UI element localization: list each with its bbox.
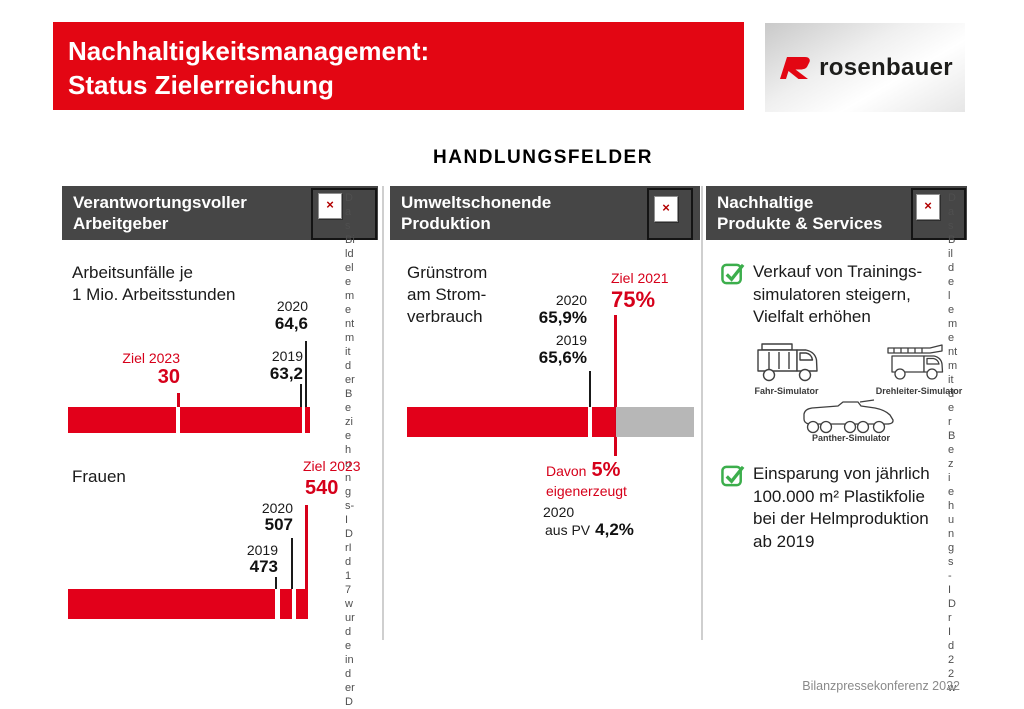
product-item-1-text: Verkauf von Trainings- simulatoren steig… (753, 262, 923, 326)
women-2019-value: 473 (249, 557, 278, 576)
greenpower-davon-row: Davon 5% (546, 460, 620, 481)
greenpower-bar-segment (407, 407, 588, 437)
checkmark-icon (721, 263, 745, 285)
fahr-simulator-label: Fahr-Simulator (754, 386, 819, 396)
greenpower-pv-row: aus PV 4,2% (545, 521, 634, 539)
greenpower-bar-remainder (616, 407, 694, 437)
accidents-2020-marker-line (305, 341, 307, 407)
women-2020-marker-line (291, 538, 293, 589)
fahr-simulator-icon (757, 343, 818, 382)
broken-image-icon-1: × (318, 193, 342, 219)
accidents-target-value: 30 (157, 366, 180, 388)
women-bar-segment (296, 589, 308, 619)
drehleiter-simulator-icon (887, 344, 944, 380)
footer-text: Bilanzpressekonferenz 2022 (802, 679, 960, 693)
accidents-bar-segment (68, 407, 176, 433)
product-item-2-text: Einsparung von jährlich 100.000 m² Plast… (753, 464, 930, 551)
column-divider-1 (382, 186, 384, 640)
accidents-2019-year: 2019 (271, 348, 303, 364)
broken-image-alt-text-right: D a s B il d e l e m e nt m it d e r B e… (948, 192, 958, 694)
greenpower-davon-value: 5% (591, 459, 621, 481)
accidents-bar-segment (305, 407, 310, 433)
women-2020-value: 507 (264, 515, 293, 534)
rosenbauer-logo: rosenbauer (765, 23, 965, 112)
title-banner: Nachhaltigkeitsmanagement: Status Zieler… (53, 22, 744, 110)
broken-image-frame-2 (647, 188, 693, 240)
accidents-2020-value: 64,6 (274, 314, 308, 333)
women-2019-year: 2019 (246, 542, 278, 558)
greenpower-pv-label: aus PV (545, 522, 591, 538)
accidents-target-label: Ziel 2023 (122, 350, 180, 366)
greenpower-2020-value: 65,9% (538, 308, 587, 327)
accidents-2020-year: 2020 (276, 298, 308, 314)
panther-simulator-icon (803, 399, 894, 434)
accidents-target-tick (177, 393, 180, 407)
greenpower-davon-label: Davon (546, 463, 587, 479)
greenpower-target-value: 75% (611, 287, 656, 312)
greenpower-davon-suffix: eigenerzeugt (546, 483, 627, 499)
greenpower-target-line (614, 315, 617, 456)
greenpower-2019-value: 65,6% (538, 348, 587, 367)
greenpower-pv-year: 2020 (543, 504, 575, 520)
title-line-2: Status Zielerreichung (68, 70, 334, 100)
logo-text: rosenbauer (819, 53, 953, 81)
broken-image-icon-2: × (654, 196, 678, 222)
accidents-bar-segment (180, 407, 302, 433)
greenpower-chart-title: Grünstrom am Strom- verbrauch (407, 263, 488, 326)
women-target-value: 540 (305, 477, 339, 499)
rosenbauer-r-icon (780, 56, 810, 79)
women-chart-title: Frauen (72, 467, 126, 486)
women-target-line (305, 505, 308, 589)
accidents-2019-marker-line (300, 384, 302, 407)
broken-image-frame-3 (911, 188, 966, 240)
broken-image-icon-3: × (916, 194, 940, 220)
women-2020-year: 2020 (261, 500, 293, 516)
broken-image-frame-1 (311, 188, 377, 240)
greenpower-pv-value: 4,2% (595, 520, 634, 539)
women-bar-segment (68, 589, 275, 619)
section-heading: HANDLUNGSFELDER (433, 147, 653, 168)
drehleiter-simulator-label: Drehleiter-Simulator (875, 386, 963, 396)
broken-image-alt-text-left: D a s Bi ld el e m e nt m it d er B e zi… (345, 192, 355, 708)
column-divider-2 (701, 186, 703, 640)
women-2019-marker-tick (275, 577, 277, 589)
title-line-1: Nachhaltigkeitsmanagement: (68, 36, 430, 66)
women-bar-segment (280, 589, 292, 619)
checkmark-icon (721, 465, 745, 487)
accidents-2019-value: 63,2 (269, 364, 303, 383)
greenpower-2019-year: 2019 (555, 332, 587, 348)
panther-simulator-label: Panther-Simulator (811, 433, 890, 443)
greenpower-bar-segment (592, 407, 615, 437)
greenpower-2019-marker-line (589, 371, 591, 407)
accidents-chart-title: Arbeitsunfälle je 1 Mio. Arbeitsstunden (72, 263, 236, 304)
greenpower-target-label: Ziel 2021 (611, 270, 669, 286)
greenpower-2020-year: 2020 (555, 292, 587, 308)
women-target-label: Ziel 2023 (303, 458, 361, 474)
